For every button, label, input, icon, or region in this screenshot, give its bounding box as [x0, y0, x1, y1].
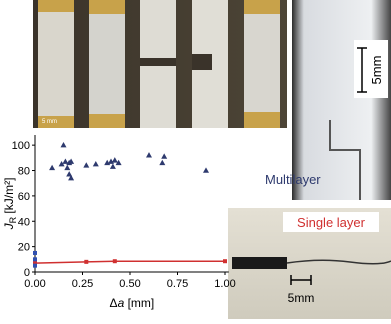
y-tick-label: 0	[24, 267, 30, 279]
photo-single-layer	[228, 208, 391, 319]
point	[68, 158, 75, 164]
scale-label: 5mm	[288, 291, 315, 305]
point	[112, 259, 117, 264]
point	[49, 164, 56, 171]
x-axis-label: Δa [mm]	[110, 296, 155, 310]
point	[203, 167, 209, 173]
photo-crack	[292, 0, 391, 200]
x-tick-label: 0.75	[167, 278, 188, 290]
x-tick-label: 0.25	[72, 278, 93, 290]
point	[33, 263, 37, 268]
point	[66, 171, 73, 177]
x-tick-label: 0.00	[24, 278, 45, 290]
point	[159, 159, 166, 166]
y-axis-label-part: [kJ/m²]	[2, 178, 16, 217]
point	[111, 157, 118, 163]
x-axis-label-part: [mm]	[124, 296, 154, 310]
series-line	[34, 260, 225, 264]
point	[58, 160, 65, 167]
point	[33, 250, 37, 255]
y-tick-label: 100	[12, 140, 30, 152]
point	[33, 261, 37, 266]
y-axis-label-part: J	[2, 222, 16, 230]
point	[60, 141, 67, 148]
photo-specimens	[33, 0, 287, 128]
point	[109, 163, 116, 169]
x-axis-label-part: a	[118, 296, 125, 310]
point	[33, 257, 37, 262]
x-tick-label: 0.50	[119, 278, 140, 290]
y-tick-label: 40	[18, 216, 30, 228]
y-tick-label: 20	[18, 242, 30, 254]
x-tick-label: 1.00	[214, 278, 235, 290]
point	[115, 159, 122, 166]
point	[83, 162, 90, 168]
scale-label: 5mm	[369, 56, 384, 85]
point	[68, 174, 75, 181]
point	[146, 152, 152, 158]
point	[161, 153, 168, 159]
y-tick-label: 80	[18, 166, 30, 178]
point	[62, 158, 69, 164]
y-axis-label-part: R	[8, 216, 18, 223]
y-axis-label: JR [kJ/m²]	[2, 178, 18, 231]
series-label: Multilayer	[265, 172, 321, 187]
plot: 0 20 40 60 80 100 0.00 0.25 0.50 0.75 1.00 Δa [mm] J…	[2, 135, 366, 310]
series-label: Single layer	[297, 215, 366, 230]
point	[223, 259, 227, 264]
y-tick-label: 60	[18, 191, 30, 203]
point	[92, 160, 99, 167]
x-axis-label-part: Δ	[110, 296, 118, 310]
point	[64, 164, 71, 171]
point	[84, 259, 89, 264]
scale-label: 5 mm	[42, 119, 57, 125]
